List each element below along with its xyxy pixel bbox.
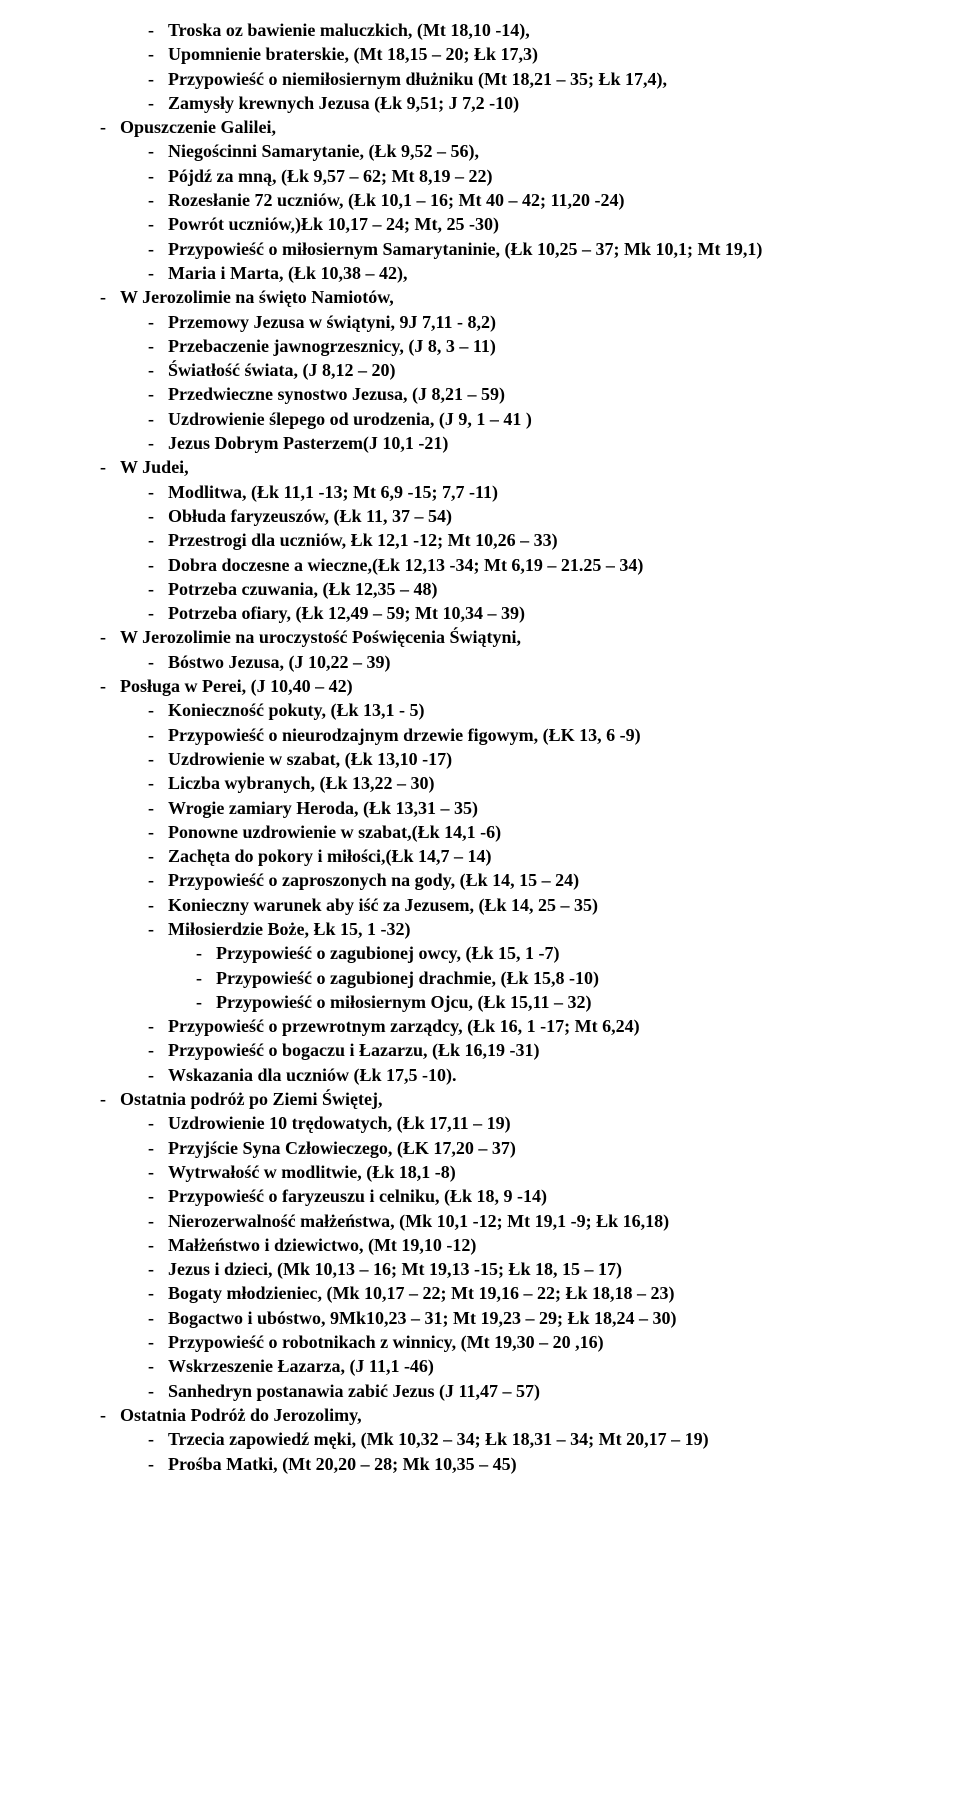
outline-item: Posługa w Perei, (J 10,40 – 42) <box>88 674 930 698</box>
outline-item: W Jerozolimie na uroczystość Poświęcenia… <box>88 625 930 649</box>
outline-item: Ostatnia Podróż do Jerozolimy, <box>88 1403 930 1427</box>
outline-item: Przypowieść o zaproszonych na gody, (Łk … <box>136 868 930 892</box>
outline-item: Przestrogi dla uczniów, Łk 12,1 -12; Mt … <box>136 528 930 552</box>
outline-item: Konieczny warunek aby iść za Jezusem, (Ł… <box>136 893 930 917</box>
outline-item: Powrót uczniów,)Łk 10,17 – 24; Mt, 25 -3… <box>136 212 930 236</box>
outline-item: Jezus Dobrym Pasterzem(J 10,1 -21) <box>136 431 930 455</box>
outline-item: Miłosierdzie Boże, Łk 15, 1 -32) <box>136 917 930 941</box>
outline-item: Liczba wybranych, (Łk 13,22 – 30) <box>136 771 930 795</box>
outline-item: Niegościnni Samarytanie, (Łk 9,52 – 56), <box>136 139 930 163</box>
outline-item: Przypowieść o miłosiernym Samarytaninie,… <box>136 237 930 261</box>
outline-item: Przypowieść o bogaczu i Łazarzu, (Łk 16,… <box>136 1038 930 1062</box>
outline-item: Przebaczenie jawnogrzesznicy, (J 8, 3 – … <box>136 334 930 358</box>
outline-item: Wskazania dla uczniów (Łk 17,5 -10). <box>136 1063 930 1087</box>
outline-item: Pójdź za mną, (Łk 9,57 – 62; Mt 8,19 – 2… <box>136 164 930 188</box>
outline-item: Bogactwo i ubóstwo, 9Mk10,23 – 31; Mt 19… <box>136 1306 930 1330</box>
outline-item: Wskrzeszenie Łazarza, (J 11,1 -46) <box>136 1354 930 1378</box>
outline-item: Upomnienie braterskie, (Mt 18,15 – 20; Ł… <box>136 42 930 66</box>
outline-item: W Judei, <box>88 455 930 479</box>
outline-item: Zachęta do pokory i miłości,(Łk 14,7 – 1… <box>136 844 930 868</box>
outline-item: Przedwieczne synostwo Jezusa, (J 8,21 – … <box>136 382 930 406</box>
outline-item: Potrzeba czuwania, (Łk 12,35 – 48) <box>136 577 930 601</box>
outline-item: Małżeństwo i dziewictwo, (Mt 19,10 -12) <box>136 1233 930 1257</box>
outline-item: Nierozerwalność małżeństwa, (Mk 10,1 -12… <box>136 1209 930 1233</box>
outline-item: Zamysły krewnych Jezusa (Łk 9,51; J 7,2 … <box>136 91 930 115</box>
outline-item: Dobra doczesne a wieczne,(Łk 12,13 -34; … <box>136 553 930 577</box>
outline-item: Obłuda faryzeuszów, (Łk 11, 37 – 54) <box>136 504 930 528</box>
outline-item: Światłość świata, (J 8,12 – 20) <box>136 358 930 382</box>
outline-item: Przypowieść o robotnikach z winnicy, (Mt… <box>136 1330 930 1354</box>
outline-item: Przypowieść o zagubionej drachmie, (Łk 1… <box>184 966 930 990</box>
outline-item: Przypowieść o przewrotnym zarządcy, (Łk … <box>136 1014 930 1038</box>
outline-item: Rozesłanie 72 uczniów, (Łk 10,1 – 16; Mt… <box>136 188 930 212</box>
outline-item: Przypowieść o niemiłosiernym dłużniku (M… <box>136 67 930 91</box>
outline-item: Przyjście Syna Człowieczego, (ŁK 17,20 –… <box>136 1136 930 1160</box>
outline-item: Przemowy Jezusa w świątyni, 9J 7,11 - 8,… <box>136 310 930 334</box>
outline-item: Przypowieść o zagubionej owcy, (Łk 15, 1… <box>184 941 930 965</box>
outline-item: Ponowne uzdrowienie w szabat,(Łk 14,1 -6… <box>136 820 930 844</box>
document-outline: Troska oz bawienie maluczkich, (Mt 18,10… <box>30 18 930 1476</box>
outline-item: Wytrwałość w modlitwie, (Łk 18,1 -8) <box>136 1160 930 1184</box>
outline-item: W Jerozolimie na święto Namiotów, <box>88 285 930 309</box>
outline-item: Uzdrowienie ślepego od urodzenia, (J 9, … <box>136 407 930 431</box>
outline-item: Przypowieść o faryzeuszu i celniku, (Łk … <box>136 1184 930 1208</box>
outline-item: Opuszczenie Galilei, <box>88 115 930 139</box>
outline-item: Maria i Marta, (Łk 10,38 – 42), <box>136 261 930 285</box>
outline-item: Uzdrowienie w szabat, (Łk 13,10 -17) <box>136 747 930 771</box>
outline-item: Wrogie zamiary Heroda, (Łk 13,31 – 35) <box>136 796 930 820</box>
outline-item: Trzecia zapowiedź męki, (Mk 10,32 – 34; … <box>136 1427 930 1451</box>
outline-item: Ostatnia podróż po Ziemi Świętej, <box>88 1087 930 1111</box>
outline-item: Uzdrowienie 10 trędowatych, (Łk 17,11 – … <box>136 1111 930 1135</box>
outline-item: Przypowieść o nieurodzajnym drzewie figo… <box>136 723 930 747</box>
outline-item: Przypowieść o miłosiernym Ojcu, (Łk 15,1… <box>184 990 930 1014</box>
outline-item: Bogaty młodzieniec, (Mk 10,17 – 22; Mt 1… <box>136 1281 930 1305</box>
outline-item: Modlitwa, (Łk 11,1 -13; Mt 6,9 -15; 7,7 … <box>136 480 930 504</box>
outline-item: Jezus i dzieci, (Mk 10,13 – 16; Mt 19,13… <box>136 1257 930 1281</box>
outline-item: Troska oz bawienie maluczkich, (Mt 18,10… <box>136 18 930 42</box>
outline-item: Prośba Matki, (Mt 20,20 – 28; Mk 10,35 –… <box>136 1452 930 1476</box>
outline-item: Sanhedryn postanawia zabić Jezus (J 11,4… <box>136 1379 930 1403</box>
outline-item: Bóstwo Jezusa, (J 10,22 – 39) <box>136 650 930 674</box>
outline-item: Konieczność pokuty, (Łk 13,1 - 5) <box>136 698 930 722</box>
outline-item: Potrzeba ofiary, (Łk 12,49 – 59; Mt 10,3… <box>136 601 930 625</box>
